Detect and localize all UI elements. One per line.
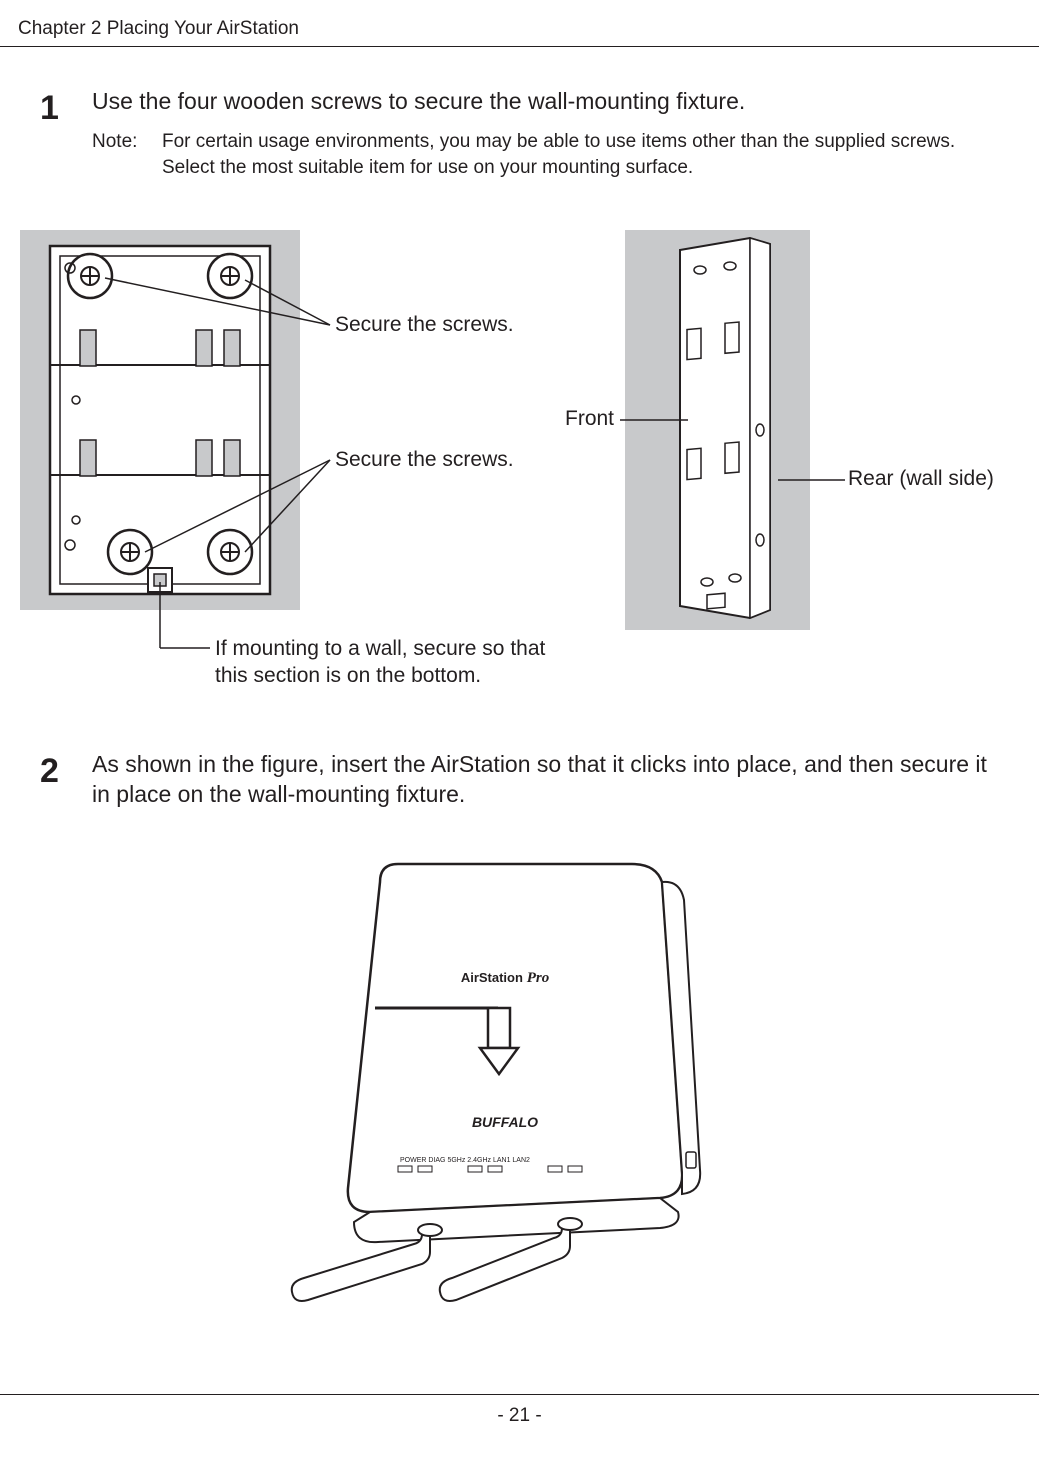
step-1: 1 Use the four wooden screws to secure t… xyxy=(40,87,999,200)
page-content: 1 Use the four wooden screws to secure t… xyxy=(0,47,1039,1312)
callout-bottom-note-line2: this section is on the bottom. xyxy=(215,664,481,687)
step-1-note: Note: For certain usage environments, yo… xyxy=(92,129,999,180)
note-label: Note: xyxy=(92,129,162,180)
page-number: - 21 - xyxy=(497,1405,541,1426)
step-2-text: As shown in the figure, insert the AirSt… xyxy=(92,750,999,810)
callout-front: Front xyxy=(565,407,614,431)
callout-secure-bottom: Secure the screws. xyxy=(335,448,514,472)
step-1-text: Use the four wooden screws to secure the… xyxy=(92,87,999,117)
step-2: 2 As shown in the figure, insert the Air… xyxy=(40,750,999,822)
page-header: Chapter 2 Placing Your AirStation xyxy=(0,0,1039,47)
bracket-iso-diagram xyxy=(625,230,810,630)
callout-bottom-note-line1: If mounting to a wall, secure so that xyxy=(215,637,545,660)
note-text: For certain usage environments, you may … xyxy=(162,129,999,180)
device-led-labels: POWER DIAG 5GHz 2.4GHz LAN1 LAN2 xyxy=(400,1157,530,1164)
callout-rear: Rear (wall side) xyxy=(848,467,994,491)
step-2-body: As shown in the figure, insert the AirSt… xyxy=(92,750,999,822)
callout-secure-top: Secure the screws. xyxy=(335,313,514,337)
device-logo-top-icon: AirStation Pro xyxy=(460,970,548,986)
callout-bottom-note: If mounting to a wall, secure so that th… xyxy=(215,635,545,690)
step-2-number: 2 xyxy=(40,750,92,822)
airstation-diagram: AirStation Pro BUFFALO POWER DIAG 5GHz 2… xyxy=(270,852,770,1312)
step-1-body: Use the four wooden screws to secure the… xyxy=(92,87,999,200)
bracket-front-diagram xyxy=(20,230,300,610)
page-footer: - 21 - xyxy=(0,1394,1039,1427)
step-1-diagrams: Secure the screws. Secure the screws. If… xyxy=(0,230,999,710)
chapter-title: Chapter 2 Placing Your AirStation xyxy=(18,18,299,39)
device-brand-icon: BUFFALO xyxy=(471,1114,537,1130)
step-1-number: 1 xyxy=(40,87,92,200)
